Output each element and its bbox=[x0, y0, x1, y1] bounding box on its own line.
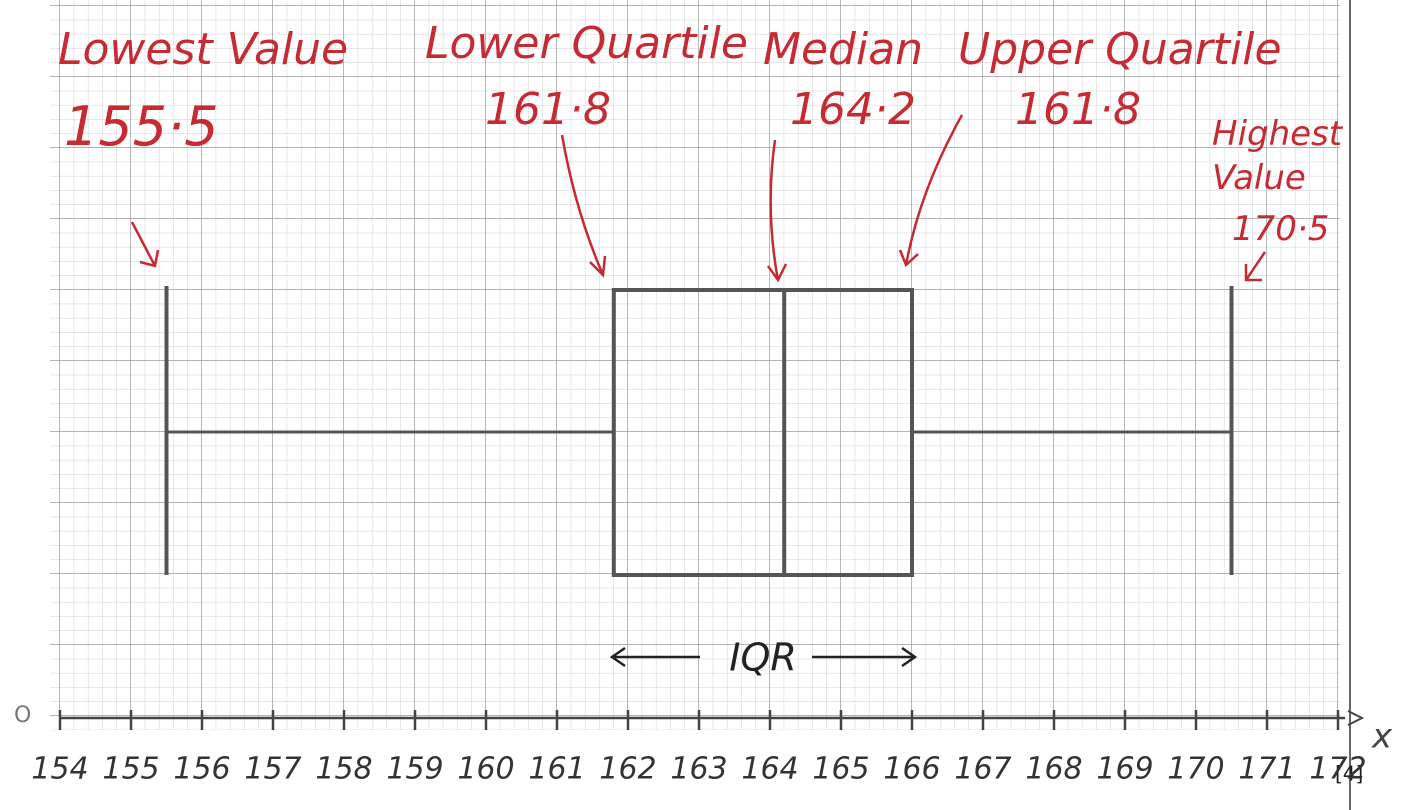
annotation-value: 161·8 bbox=[485, 88, 611, 132]
annotation-value: 161·8 bbox=[1015, 88, 1141, 132]
x-tick-label: 167 bbox=[954, 752, 1011, 787]
x-tick-label: 158 bbox=[315, 752, 372, 787]
range-label: IQR bbox=[729, 636, 797, 680]
x-tick-label: 168 bbox=[1025, 752, 1082, 787]
annotation-text: Median bbox=[763, 28, 923, 72]
x-tick-label: 166 bbox=[883, 752, 940, 787]
annotation-text: Lowest Value bbox=[58, 28, 348, 72]
x-tick-label: 171 bbox=[1238, 752, 1295, 787]
x-tick-label: 165 bbox=[812, 752, 869, 787]
graph-paper bbox=[50, 0, 1340, 730]
annotation-value: 155·5 bbox=[64, 100, 219, 154]
x-tick-label: 156 bbox=[173, 752, 230, 787]
x-tick-label: 164 bbox=[741, 752, 798, 787]
x-tick-label: 163 bbox=[670, 752, 727, 787]
page: IQR O x [4] 1541551561571581591601611621… bbox=[0, 0, 1409, 810]
annotation-text: Highest Value bbox=[1212, 112, 1342, 200]
annotation-value: 164·2 bbox=[790, 88, 916, 132]
x-tick-label: 172 bbox=[1309, 752, 1366, 787]
x-tick-label: 157 bbox=[244, 752, 301, 787]
x-tick-label: 160 bbox=[457, 752, 514, 787]
x-tick-label: 159 bbox=[386, 752, 443, 787]
annotation-value: 170·5 bbox=[1232, 212, 1329, 246]
axis-label: x bbox=[1371, 717, 1393, 757]
annotation-text: Lower Quartile bbox=[425, 22, 748, 66]
x-tick-label: 161 bbox=[528, 752, 585, 787]
x-tick-label: 155 bbox=[102, 752, 159, 787]
origin-label: O bbox=[14, 703, 31, 728]
x-tick-label: 162 bbox=[599, 752, 656, 787]
x-tick-label: 170 bbox=[1167, 752, 1224, 787]
x-tick-label: 169 bbox=[1096, 752, 1153, 787]
annotation-text: Upper Quartile bbox=[958, 28, 1282, 72]
x-tick-label: 154 bbox=[31, 752, 88, 787]
